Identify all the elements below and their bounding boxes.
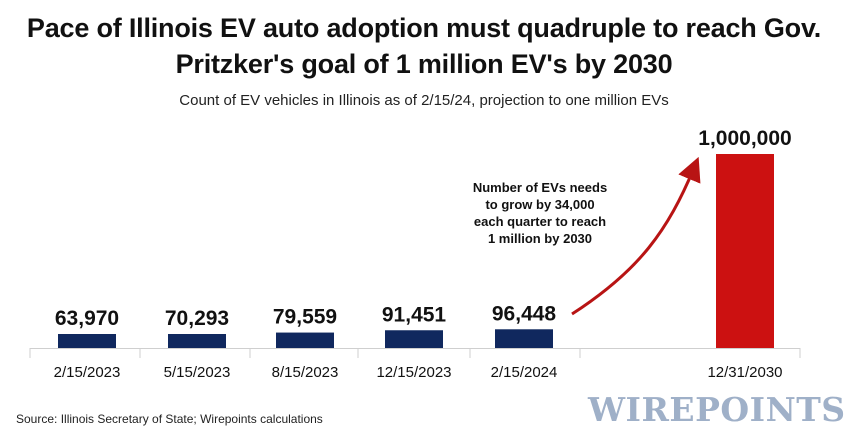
bar-5 bbox=[716, 154, 774, 348]
bar-4 bbox=[495, 329, 553, 348]
tick-label-5: 12/31/2030 bbox=[707, 364, 782, 381]
annotation-line-0: Number of EVs needs bbox=[473, 180, 607, 195]
x-axis-tickmarks bbox=[29, 348, 801, 358]
tick-label-0: 2/15/2023 bbox=[54, 364, 121, 381]
annotation-arrow bbox=[571, 156, 701, 316]
value-label-4: 96,448 bbox=[492, 302, 557, 325]
tick-label-3: 12/15/2023 bbox=[376, 364, 451, 381]
annotation: Number of EVs needs to grow by 34,000 each… bbox=[473, 180, 607, 246]
annotation-line-3: 1 million by 2030 bbox=[488, 231, 592, 246]
tick-label-4: 2/15/2024 bbox=[491, 364, 558, 381]
tick-label-2: 8/15/2023 bbox=[272, 364, 339, 381]
bars bbox=[58, 154, 774, 348]
tick-label-1: 5/15/2023 bbox=[164, 364, 231, 381]
value-label-2: 79,559 bbox=[273, 306, 337, 329]
chart-title: Pace of Illinois EV auto adoption must q… bbox=[26, 13, 822, 79]
chart-subtitle: Count of EV vehicles in Illinois as of 2… bbox=[179, 92, 669, 109]
annotation-line-1: to grow by 34,000 bbox=[485, 197, 594, 212]
value-label-1: 70,293 bbox=[165, 307, 229, 330]
value-labels: 63,970 70,293 79,559 91,451 96,448 1,000,000 bbox=[55, 127, 792, 330]
bar-3 bbox=[385, 330, 443, 348]
bar-1 bbox=[168, 334, 226, 348]
value-label-0: 63,970 bbox=[55, 307, 119, 330]
wirepoints-logo: WIREPOINTS bbox=[588, 390, 846, 429]
tick-labels: 2/15/2023 5/15/2023 8/15/2023 12/15/2023 2/1… bbox=[54, 364, 783, 381]
bar-0 bbox=[58, 334, 116, 348]
source-note: Source: Illinois Secretary of State; Wir… bbox=[16, 412, 323, 426]
bar-2 bbox=[276, 332, 334, 348]
value-label-3: 91,451 bbox=[382, 303, 447, 326]
value-label-5: 1,000,000 bbox=[698, 127, 791, 150]
annotation-line-2: each quarter to reach bbox=[474, 214, 606, 229]
